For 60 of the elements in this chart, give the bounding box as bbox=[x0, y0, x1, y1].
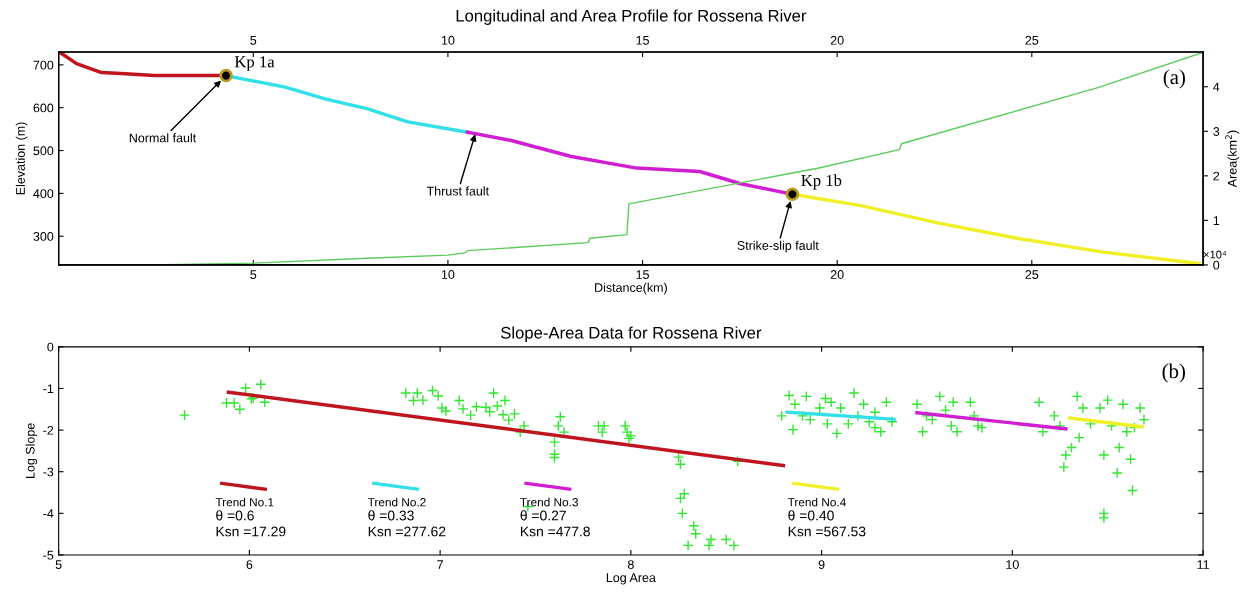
y-tick-label: 500 bbox=[33, 146, 54, 156]
legend-label: Trend No.1 bbox=[215, 497, 274, 507]
annotation: Kp 1a bbox=[234, 56, 275, 71]
annotation: Normal fault bbox=[129, 133, 197, 143]
y2-tick-label: 2 bbox=[1213, 171, 1220, 181]
y-tick-label: -2 bbox=[43, 425, 54, 435]
y2-tick-label: 4 bbox=[1213, 82, 1220, 92]
annotation: θ =0.33 bbox=[368, 510, 414, 521]
annotation: θ =0.6 bbox=[216, 510, 254, 521]
x-axis-title: Distance(km) bbox=[595, 282, 667, 295]
x-tick-label: 7 bbox=[437, 560, 443, 569]
x2-tick-label: 25 bbox=[1025, 35, 1039, 45]
annotation: Strike-slip fault bbox=[737, 240, 819, 253]
legend-label: Trend No.3 bbox=[520, 497, 578, 507]
x-tick-label: 9 bbox=[818, 560, 825, 569]
annotation: Ksn =277.62 bbox=[368, 526, 446, 537]
y-tick-label: -4 bbox=[43, 509, 54, 518]
chart-title: Longitudinal and Area Profile for Rossena River bbox=[456, 9, 807, 25]
annotation: Ksn =17.29 bbox=[216, 526, 286, 537]
y-tick-label: -5 bbox=[43, 550, 54, 560]
x-tick-label: 8 bbox=[627, 560, 634, 569]
chart-title: Slope-Area Data for Rossena River bbox=[501, 326, 762, 342]
y-tick-label: 400 bbox=[33, 189, 54, 199]
x-tick-label: 25 bbox=[1025, 270, 1039, 279]
y-tick-label: 700 bbox=[33, 60, 54, 70]
annotation: (b) bbox=[1162, 363, 1185, 383]
annotation: Ksn =477.8 bbox=[520, 526, 590, 537]
x2-tick-label: 20 bbox=[830, 35, 844, 45]
y2-tick-label: 3 bbox=[1213, 127, 1220, 136]
x2-tick-label: 15 bbox=[636, 35, 649, 45]
x-tick-label: 15 bbox=[636, 270, 649, 279]
y-tick-label: -3 bbox=[43, 467, 54, 477]
annotation: Thrust fault bbox=[426, 186, 489, 196]
y-tick-label: 0 bbox=[47, 342, 54, 352]
y-tick-label: -1 bbox=[43, 384, 54, 393]
annotation: θ =0.27 bbox=[520, 510, 566, 521]
x-tick-label: 20 bbox=[830, 270, 844, 279]
x2-tick-label: 5 bbox=[250, 35, 257, 45]
x-tick-label: 10 bbox=[441, 270, 455, 279]
legend-label: Trend No.4 bbox=[787, 497, 846, 507]
annotation: Ksn =567.53 bbox=[788, 526, 866, 537]
y-axis-title: Elevation (m) bbox=[15, 122, 28, 195]
text: ×10⁴ bbox=[1203, 250, 1227, 259]
x-tick-label: 5 bbox=[250, 270, 257, 279]
annotation: Kp 1b bbox=[801, 174, 842, 190]
y2-tick-label: 1 bbox=[1213, 216, 1220, 225]
legend-label: Trend No.2 bbox=[367, 497, 426, 507]
y-tick-label: 600 bbox=[33, 103, 54, 113]
x-axis-title: Log Area bbox=[606, 573, 656, 585]
x-tick-label: 6 bbox=[246, 560, 253, 569]
x-tick-label: 10 bbox=[1006, 560, 1019, 569]
annotation: (a) bbox=[1163, 69, 1185, 89]
x-tick-label: 11 bbox=[1197, 560, 1209, 569]
y-tick-label: 300 bbox=[33, 232, 54, 241]
y2-tick-label: 0 bbox=[1213, 260, 1220, 270]
y-axis-title: Log Slope bbox=[25, 423, 38, 479]
annotation: θ =0.40 bbox=[788, 510, 834, 521]
x2-tick-label: 10 bbox=[441, 35, 455, 45]
y2-axis-title: Area(km$^{2}$) bbox=[1225, 130, 1240, 188]
x-tick-label: 5 bbox=[55, 560, 62, 569]
